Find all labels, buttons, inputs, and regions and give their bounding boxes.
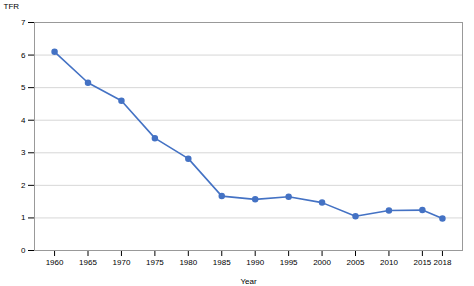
svg-text:1995: 1995 bbox=[280, 258, 298, 267]
svg-text:3: 3 bbox=[21, 148, 26, 157]
svg-text:2: 2 bbox=[21, 181, 26, 190]
svg-text:1980: 1980 bbox=[179, 258, 197, 267]
svg-text:TFR: TFR bbox=[4, 2, 20, 11]
svg-text:2005: 2005 bbox=[347, 258, 365, 267]
svg-text:Year: Year bbox=[240, 277, 257, 286]
svg-text:5: 5 bbox=[21, 83, 26, 92]
svg-text:2015: 2015 bbox=[413, 258, 431, 267]
svg-text:1990: 1990 bbox=[246, 258, 264, 267]
svg-text:1985: 1985 bbox=[213, 258, 231, 267]
svg-text:1975: 1975 bbox=[146, 258, 164, 267]
svg-text:0: 0 bbox=[21, 246, 26, 255]
svg-text:2018: 2018 bbox=[434, 258, 452, 267]
svg-text:2010: 2010 bbox=[380, 258, 398, 267]
svg-text:1965: 1965 bbox=[79, 258, 97, 267]
svg-text:1960: 1960 bbox=[46, 258, 64, 267]
svg-text:7: 7 bbox=[21, 18, 26, 27]
svg-text:4: 4 bbox=[21, 116, 26, 125]
svg-text:1970: 1970 bbox=[113, 258, 131, 267]
svg-text:2000: 2000 bbox=[313, 258, 331, 267]
svg-text:6: 6 bbox=[21, 51, 26, 60]
svg-text:1: 1 bbox=[21, 213, 26, 222]
